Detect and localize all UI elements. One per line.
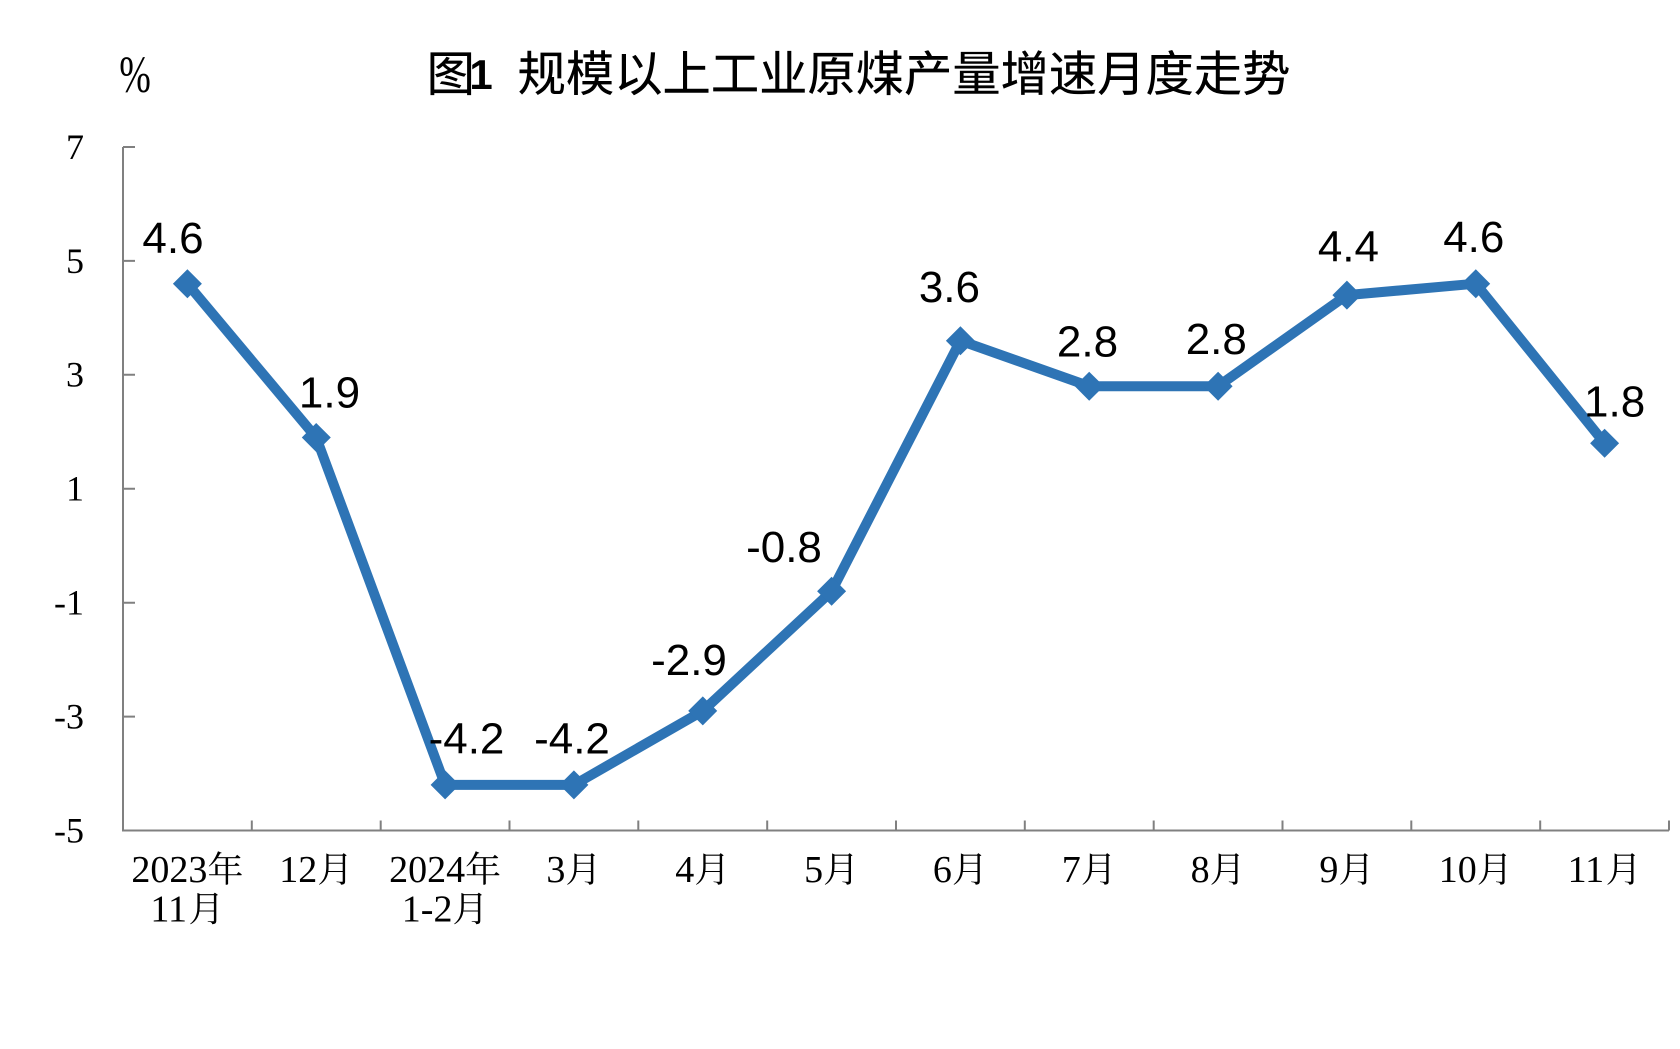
svg-text:5: 5 [804, 849, 823, 891]
svg-text:11: 11 [150, 889, 187, 931]
svg-text:3: 3 [546, 849, 565, 891]
svg-text:1.9: 1.9 [299, 368, 360, 417]
svg-text:4.4: 4.4 [1318, 222, 1379, 271]
svg-text:1: 1 [469, 51, 492, 98]
svg-text:12: 12 [279, 849, 317, 891]
svg-text:8: 8 [1191, 849, 1210, 891]
svg-text:-5: -5 [54, 810, 84, 850]
svg-text:2024: 2024 [389, 849, 465, 891]
svg-text:1: 1 [66, 469, 84, 509]
svg-text:10: 10 [1439, 849, 1477, 891]
svg-text:-1: -1 [54, 583, 84, 623]
svg-text:%: % [119, 45, 151, 103]
svg-text:7: 7 [66, 127, 84, 167]
svg-text:11: 11 [1568, 849, 1605, 891]
svg-text:7: 7 [1062, 849, 1081, 891]
svg-text:2.8: 2.8 [1186, 315, 1247, 364]
svg-text:2023: 2023 [131, 849, 207, 891]
svg-text:4.6: 4.6 [142, 214, 203, 263]
svg-text:2.8: 2.8 [1057, 318, 1118, 367]
svg-text:-4.2: -4.2 [429, 714, 505, 763]
svg-text:6: 6 [933, 849, 952, 891]
svg-text:-3: -3 [54, 697, 84, 737]
svg-text:9: 9 [1319, 849, 1338, 891]
svg-text:3: 3 [66, 355, 84, 395]
svg-text:1.8: 1.8 [1584, 377, 1645, 426]
svg-text:-0.8: -0.8 [746, 523, 822, 572]
svg-text:4.6: 4.6 [1443, 213, 1504, 262]
svg-text:1-2: 1-2 [402, 889, 453, 931]
svg-text:5: 5 [66, 241, 84, 281]
svg-text:4: 4 [675, 849, 694, 891]
svg-text:-2.9: -2.9 [651, 636, 727, 685]
svg-text:-4.2: -4.2 [534, 714, 610, 763]
svg-text:3.6: 3.6 [919, 263, 980, 312]
